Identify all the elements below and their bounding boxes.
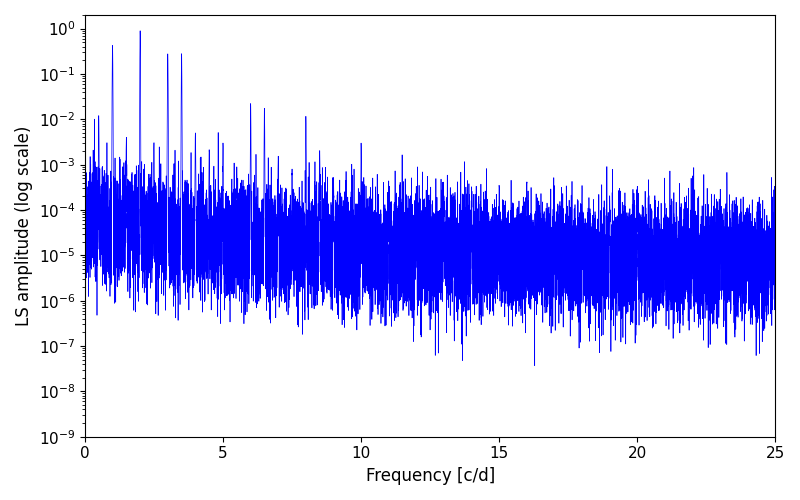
X-axis label: Frequency [c/d]: Frequency [c/d]	[366, 467, 494, 485]
Y-axis label: LS amplitude (log scale): LS amplitude (log scale)	[15, 126, 33, 326]
